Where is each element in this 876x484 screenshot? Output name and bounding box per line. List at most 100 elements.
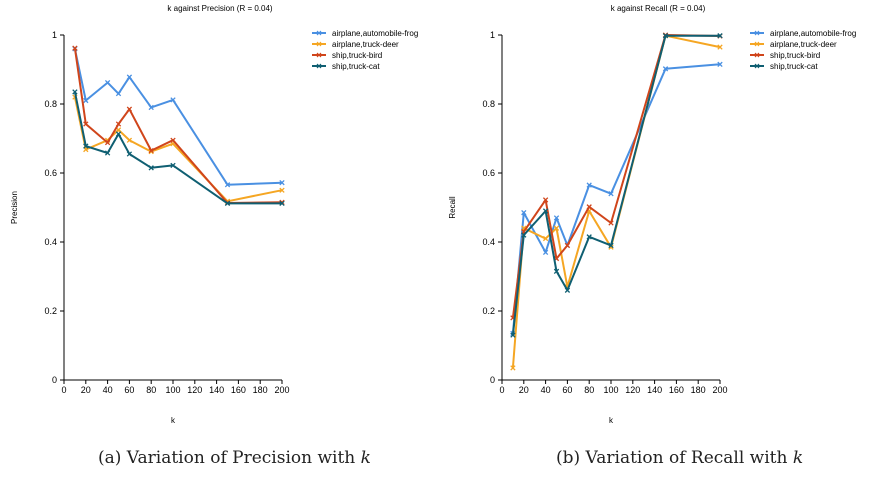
recall-x-tick-label: 80 bbox=[584, 385, 594, 395]
recall-data-point-ship-truck-cat bbox=[553, 268, 560, 274]
precision-x-tick-label: 20 bbox=[81, 385, 91, 395]
precision-y-tick-label: 1 bbox=[52, 30, 57, 40]
precision-data-point-airplane-automobile-frog bbox=[224, 182, 231, 188]
recall-data-point-ship-truck-cat bbox=[564, 287, 571, 293]
precision-x-tick-label: 180 bbox=[253, 385, 268, 395]
precision-y-tick-label: 0 bbox=[52, 375, 57, 385]
precision-x-tick-label: 200 bbox=[274, 385, 289, 395]
recall-y-axis-label: Recall bbox=[448, 196, 457, 218]
precision-data-point-ship-truck-bird bbox=[104, 139, 111, 146]
precision-data-point-ship-truck-cat bbox=[72, 89, 78, 95]
precision-data-point-ship-truck-bird bbox=[126, 106, 133, 112]
precision-data-point-ship-truck-cat bbox=[148, 165, 154, 171]
recall-data-point-ship-truck-cat bbox=[586, 234, 592, 240]
precision-series-line-airplane-automobile-frog bbox=[73, 48, 283, 186]
caption-a-text: (a) Variation of Precision with bbox=[98, 448, 356, 468]
recall-legend-label: ship,truck-bird bbox=[770, 51, 820, 60]
precision-data-point-ship-truck-cat bbox=[224, 200, 231, 207]
recall-x-tick-label: 140 bbox=[647, 385, 662, 395]
recall-x-tick-label: 100 bbox=[603, 385, 618, 395]
recall-legend-item-ship-truck-cat: ship,truck-cat bbox=[750, 62, 818, 71]
recall-x-axis-label: k bbox=[609, 416, 614, 425]
recall-series-line-ship-truck-bird bbox=[511, 34, 721, 319]
precision-data-point-airplane-automobile-frog bbox=[104, 79, 111, 86]
recall-x-tick-label: 120 bbox=[625, 385, 640, 395]
precision-data-point-airplane-automobile-frog bbox=[279, 180, 285, 186]
recall-x-tick-label: 20 bbox=[519, 385, 529, 395]
precision-chart-title: k against Precision (R = 0.04) bbox=[167, 4, 272, 13]
recall-data-point-ship-truck-cat bbox=[717, 33, 723, 39]
precision-data-point-ship-truck-bird bbox=[115, 121, 122, 127]
precision-x-tick-label: 120 bbox=[187, 385, 202, 395]
recall-chart-title: k against Recall (R = 0.04) bbox=[611, 4, 706, 13]
recall-x-tick-label: 160 bbox=[669, 385, 684, 395]
recall-data-point-airplane-automobile-frog bbox=[586, 182, 592, 188]
precision-series-line-ship-truck-bird bbox=[73, 47, 283, 204]
recall-data-point-airplane-automobile-frog bbox=[717, 61, 723, 67]
recall-data-point-ship-truck-cat bbox=[510, 332, 516, 338]
precision-y-tick-label: 0.4 bbox=[44, 237, 57, 247]
recall-x-tick-label: 200 bbox=[712, 385, 727, 395]
precision-data-point-ship-truck-bird bbox=[170, 137, 176, 143]
precision-legend-item-airplane-truck-deer: airplane,truck-deer bbox=[312, 40, 399, 49]
precision-data-point-airplane-automobile-frog bbox=[148, 104, 154, 111]
recall-data-point-airplane-automobile-frog bbox=[542, 249, 549, 256]
precision-y-tick-label: 0.6 bbox=[44, 168, 57, 178]
precision-y-tick-label: 0.2 bbox=[44, 306, 57, 316]
recall-data-point-ship-truck-cat bbox=[608, 242, 614, 249]
recall-x-tick-label: 180 bbox=[691, 385, 706, 395]
precision-data-point-airplane-automobile-frog bbox=[126, 74, 133, 80]
precision-legend-label: ship,truck-bird bbox=[332, 51, 382, 60]
recall-legend-item-airplane-automobile-frog: airplane,automobile-frog bbox=[750, 29, 856, 38]
precision-data-point-airplane-truck-deer bbox=[126, 137, 133, 143]
precision-x-tick-label: 140 bbox=[209, 385, 224, 395]
precision-x-tick-label: 60 bbox=[124, 385, 134, 395]
precision-data-point-ship-truck-cat bbox=[279, 200, 285, 207]
precision-data-point-airplane-automobile-frog bbox=[115, 90, 122, 97]
recall-data-point-ship-truck-bird bbox=[608, 220, 614, 226]
recall-x-tick-label: 0 bbox=[499, 385, 504, 395]
precision-data-point-ship-truck-bird bbox=[83, 121, 89, 127]
precision-data-point-ship-truck-cat bbox=[115, 131, 122, 137]
precision-legend-label: ship,truck-cat bbox=[332, 62, 380, 71]
recall-data-point-airplane-automobile-frog bbox=[662, 66, 669, 72]
precision-y-axis-label: Precision bbox=[10, 191, 19, 224]
precision-data-point-ship-truck-cat bbox=[83, 143, 89, 149]
precision-x-tick-label: 0 bbox=[61, 385, 66, 395]
recall-y-tick-label: 1 bbox=[490, 30, 495, 40]
recall-data-point-airplane-truck-deer bbox=[553, 225, 560, 231]
recall-data-point-airplane-automobile-frog bbox=[553, 215, 560, 221]
recall-data-point-ship-truck-bird bbox=[586, 204, 592, 210]
recall-data-point-ship-truck-cat bbox=[521, 232, 527, 238]
recall-x-tick-label: 40 bbox=[541, 385, 551, 395]
caption-b-text: (b) Variation of Recall with bbox=[556, 448, 788, 468]
precision-y-tick-label: 0.8 bbox=[44, 99, 57, 109]
precision-data-point-ship-truck-cat bbox=[170, 162, 176, 169]
precision-data-point-ship-truck-bird bbox=[72, 45, 78, 51]
recall-legend-label: ship,truck-cat bbox=[770, 62, 818, 71]
recall-data-point-airplane-truck-deer bbox=[542, 235, 549, 242]
precision-x-axis-label: k bbox=[171, 416, 176, 425]
precision-legend-item-ship-truck-bird: ship,truck-bird bbox=[312, 51, 382, 60]
recall-data-point-ship-truck-cat bbox=[542, 208, 549, 214]
recall-y-tick-label: 0.6 bbox=[482, 168, 495, 178]
recall-data-point-ship-truck-bird bbox=[542, 197, 549, 203]
recall-y-tick-label: 0.2 bbox=[482, 306, 495, 316]
recall-y-tick-label: 0 bbox=[490, 375, 495, 385]
precision-data-point-ship-truck-bird bbox=[148, 147, 154, 154]
precision-chart: k against Precision (R = 0.04) 0 20 40 60 80 1… bbox=[10, 4, 418, 425]
recall-data-point-ship-truck-bird bbox=[564, 242, 571, 249]
recall-legend-item-airplane-truck-deer: airplane,truck-deer bbox=[750, 40, 837, 49]
precision-legend-label: airplane,automobile-frog bbox=[332, 29, 418, 38]
precision-data-point-ship-truck-cat bbox=[126, 151, 133, 157]
recall-data-point-airplane-truck-deer bbox=[510, 365, 516, 371]
recall-legend-label: airplane,automobile-frog bbox=[770, 29, 856, 38]
recall-data-point-airplane-truck-deer bbox=[717, 44, 723, 50]
precision-legend-item-ship-truck-cat: ship,truck-cat bbox=[312, 62, 380, 71]
precision-x-tick-label: 40 bbox=[103, 385, 113, 395]
precision-data-point-airplane-automobile-frog bbox=[83, 97, 89, 104]
precision-data-point-ship-truck-cat bbox=[104, 150, 111, 156]
caption-a-var: k bbox=[360, 448, 371, 468]
recall-legend-item-ship-truck-bird: ship,truck-bird bbox=[750, 51, 820, 60]
precision-series-line-airplane-truck-deer bbox=[73, 96, 283, 203]
